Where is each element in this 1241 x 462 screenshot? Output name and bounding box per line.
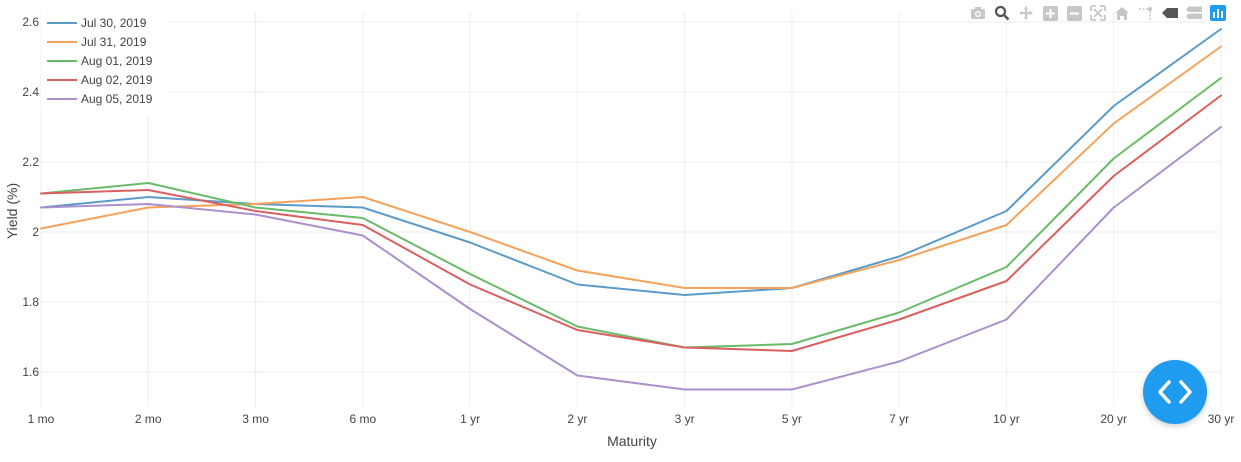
x-tick-label: 1 yr xyxy=(460,412,480,426)
x-tick-label: 3 yr xyxy=(675,412,695,426)
series-line-3[interactable] xyxy=(40,77,1222,349)
spike-lines-icon[interactable] xyxy=(1137,4,1155,22)
series-line-4[interactable] xyxy=(40,94,1222,352)
code-icon xyxy=(1158,380,1192,404)
legend-item[interactable]: Aug 02, 2019 xyxy=(47,73,153,87)
x-tick-label: 6 mo xyxy=(349,412,376,426)
x-tick-label: 2 yr xyxy=(567,412,587,426)
y-tick-label: 2.6 xyxy=(22,15,39,29)
y-axis-title: Yield (%) xyxy=(4,183,20,239)
x-tick-label: 5 yr xyxy=(782,412,802,426)
grid-layer xyxy=(40,12,1222,407)
legend-label: Jul 30, 2019 xyxy=(81,16,147,30)
legend-item[interactable]: Aug 01, 2019 xyxy=(47,54,153,68)
y-tick-label: 1.6 xyxy=(22,365,39,379)
legend-item[interactable]: Aug 05, 2019 xyxy=(47,92,153,106)
legend-label: Aug 05, 2019 xyxy=(81,92,153,106)
x-tick-label: 3 mo xyxy=(242,412,269,426)
plotly-logo-icon[interactable] xyxy=(1209,4,1227,22)
y-tick-label: 2.2 xyxy=(22,155,39,169)
x-tick-label: 30 yr xyxy=(1208,412,1235,426)
modebar-toolbar xyxy=(969,4,1227,22)
y-tick-labels: 1.6 1.8 2 2.2 2.4 2.6 xyxy=(22,15,39,379)
x-tick-label: 1 mo xyxy=(28,412,55,426)
zoom-out-icon[interactable] xyxy=(1065,4,1083,22)
camera-icon[interactable] xyxy=(969,4,987,22)
legend-label: Aug 02, 2019 xyxy=(81,73,153,87)
legend-label: Jul 31, 2019 xyxy=(81,35,147,49)
y-tick-label: 1.8 xyxy=(22,295,39,309)
x-tick-label: 7 yr xyxy=(889,412,909,426)
hover-compare-icon[interactable] xyxy=(1185,4,1203,22)
series-lines-layer xyxy=(40,28,1222,391)
autoscale-icon[interactable] xyxy=(1089,4,1107,22)
y-tick-label: 2 xyxy=(32,225,39,239)
zoom-icon[interactable] xyxy=(993,4,1011,22)
pan-icon[interactable] xyxy=(1017,4,1035,22)
legend-item[interactable]: Jul 31, 2019 xyxy=(47,35,147,49)
y-tick-label: 2.4 xyxy=(22,85,39,99)
series-line-2[interactable] xyxy=(40,45,1222,289)
x-tick-label: 2 mo xyxy=(135,412,162,426)
x-tick-labels: 1 mo 2 mo 3 mo 6 mo 1 yr 2 yr 3 yr 5 yr 7 yr 10 y… xyxy=(28,412,1235,426)
legend-item[interactable]: Jul 30, 2019 xyxy=(47,16,147,30)
zoom-in-icon[interactable] xyxy=(1041,4,1059,22)
legend[interactable]: Jul 30, 2019 Jul 31, 2019 Aug 01, 2019 Aug … xyxy=(41,12,169,116)
x-tick-label: 10 yr xyxy=(993,412,1020,426)
series-line-5[interactable] xyxy=(40,126,1222,391)
code-toggle-button[interactable] xyxy=(1143,360,1207,424)
x-axis-title: Maturity xyxy=(607,433,657,449)
legend-label: Aug 01, 2019 xyxy=(81,54,153,68)
hover-closest-icon[interactable] xyxy=(1161,4,1179,22)
x-tick-label: 20 yr xyxy=(1100,412,1127,426)
home-icon[interactable] xyxy=(1113,4,1131,22)
